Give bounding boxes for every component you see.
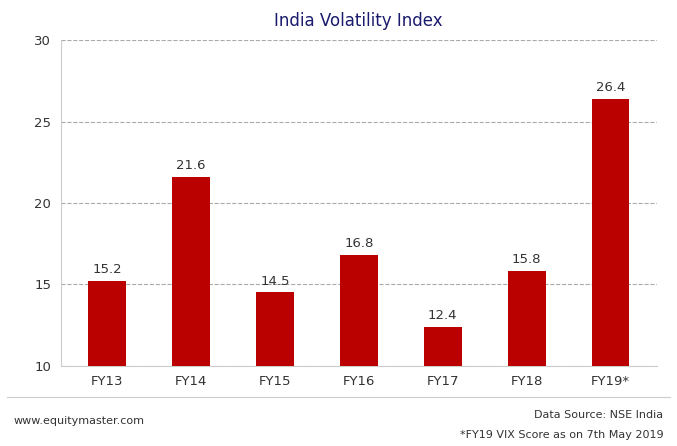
Bar	[340, 255, 378, 366]
Text: www.equitymaster.com: www.equitymaster.com	[14, 417, 145, 426]
Bar	[172, 177, 210, 366]
Text: 26.4: 26.4	[596, 81, 626, 94]
Text: 21.6: 21.6	[176, 159, 206, 172]
Bar	[592, 99, 630, 366]
Text: 16.8: 16.8	[344, 237, 374, 250]
Text: 15.2: 15.2	[92, 263, 122, 276]
Bar	[88, 281, 126, 366]
Text: *FY19 VIX Score as on 7th May 2019: *FY19 VIX Score as on 7th May 2019	[460, 430, 663, 440]
Bar	[508, 271, 546, 366]
Bar	[424, 326, 462, 366]
Bar	[256, 293, 294, 366]
Text: 14.5: 14.5	[260, 275, 290, 288]
Text: 12.4: 12.4	[428, 309, 458, 322]
Text: Data Source: NSE India: Data Source: NSE India	[534, 410, 663, 420]
Title: India Volatility Index: India Volatility Index	[274, 12, 443, 30]
Text: 15.8: 15.8	[512, 253, 542, 266]
